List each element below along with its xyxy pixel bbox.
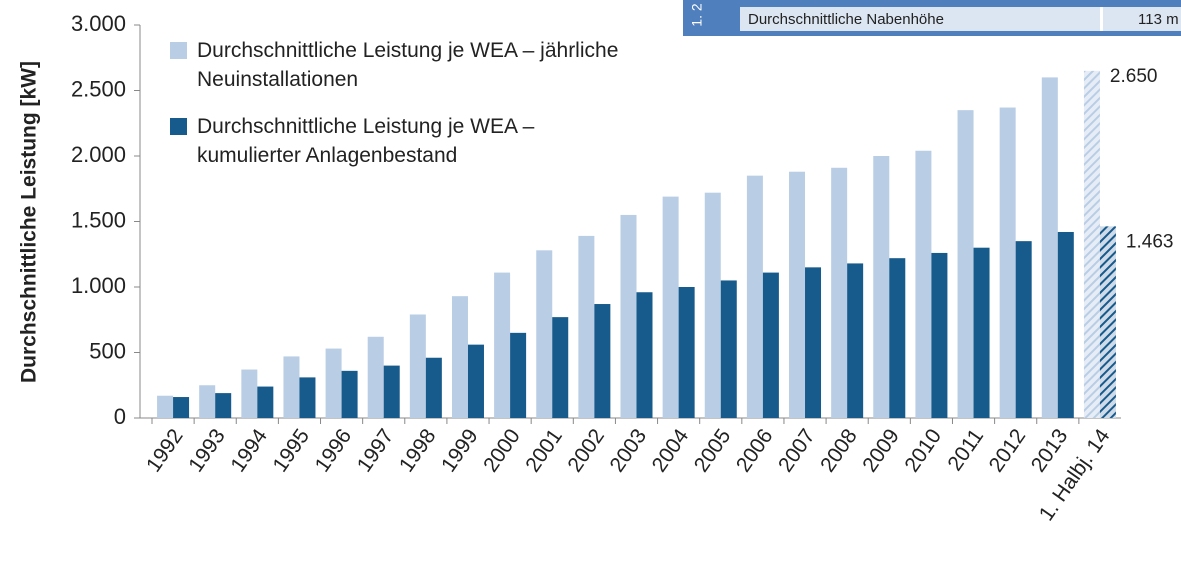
x-tick-label: 2005: [690, 425, 736, 476]
bar: [805, 267, 822, 418]
overlay-table: 1. 2 Durchschnittliche Nabenhöhe 113 m: [683, 0, 1181, 36]
x-tick-label: 2003: [606, 425, 652, 476]
y-tick-label: 1.000: [71, 273, 126, 298]
legend-swatch: [170, 42, 187, 59]
bar: [283, 356, 300, 418]
table-value: 113 m: [1138, 11, 1179, 28]
bar: [831, 167, 848, 418]
x-tick-label: 2004: [648, 425, 694, 477]
x-tick-label: 1992: [142, 425, 188, 476]
x-tick-label: 2010: [900, 425, 946, 476]
x-tick-label: 2002: [563, 425, 609, 476]
bar: [578, 235, 595, 418]
bar: [620, 214, 637, 418]
x-tick-label: 2001: [521, 425, 567, 476]
value-label: 2.650: [1110, 66, 1158, 87]
x-tick-label: 2000: [479, 425, 525, 476]
bar: [746, 175, 763, 418]
bar: [720, 280, 737, 418]
legend-item: Durchschnittliche Leistung je WEA – kumu…: [170, 112, 640, 170]
bar: [510, 332, 527, 418]
x-tick-label: 2012: [985, 425, 1031, 476]
bar: [636, 292, 653, 418]
bar: [536, 250, 553, 418]
x-tick-label: 1994: [226, 425, 272, 477]
bar: [1099, 226, 1116, 418]
bar: [1015, 241, 1032, 418]
y-tick-label: 3.000: [71, 11, 126, 36]
legend-swatch: [170, 118, 187, 135]
bar: [425, 357, 442, 418]
bar: [215, 393, 232, 418]
bar: [678, 287, 695, 418]
bar: [789, 171, 806, 418]
bar: [1041, 77, 1058, 419]
bar: [199, 385, 216, 418]
legend-label: Durchschnittliche Leistung je WEA – kumu…: [197, 115, 535, 167]
x-tick-label: 1993: [184, 425, 230, 476]
bar: [704, 192, 721, 418]
bar: [847, 263, 864, 418]
bar: [367, 336, 384, 418]
bar: [451, 296, 468, 418]
x-tick-label: 1995: [268, 425, 314, 476]
x-tick-label: 1997: [353, 425, 399, 476]
bar: [241, 369, 258, 418]
bar: [915, 150, 932, 418]
bar: [1083, 70, 1100, 418]
bar: [467, 344, 484, 418]
x-tick-label: 2007: [774, 425, 820, 476]
bar: [931, 252, 948, 418]
bar: [594, 304, 611, 418]
bar: [889, 258, 906, 418]
bar: [552, 317, 569, 418]
value-label: 1.463: [1126, 231, 1174, 252]
bar: [409, 314, 426, 418]
table-tab: 1. 2: [689, 3, 705, 27]
bar: [325, 348, 342, 418]
y-tick-label: 500: [89, 338, 126, 363]
y-tick-label: 1.500: [71, 207, 126, 232]
x-tick-label: 2009: [858, 425, 904, 476]
bar: [999, 107, 1016, 418]
table-label: Durchschnittliche Nabenhöhe: [748, 11, 944, 28]
x-tick-label: 2011: [943, 425, 988, 475]
x-tick-label: 2008: [816, 425, 862, 476]
y-tick-label: 2.500: [71, 76, 126, 101]
x-tick-label: 1999: [437, 425, 483, 476]
bar: [494, 272, 511, 418]
y-tick-label: 2.000: [71, 142, 126, 167]
bar: [662, 196, 679, 418]
bar: [762, 272, 779, 418]
y-tick-label: 0: [114, 404, 126, 429]
x-tick-label: 1996: [311, 425, 357, 476]
bar: [299, 377, 316, 418]
bar: [157, 395, 174, 418]
bar: [341, 370, 358, 418]
bar: [873, 156, 890, 418]
y-axis-title: Durchschnittliche Leistung [kW]: [18, 61, 41, 383]
bar: [173, 397, 190, 418]
bar: [1057, 231, 1074, 418]
x-tick-label: 1998: [395, 425, 441, 476]
bar: [973, 247, 990, 418]
bar: [383, 365, 400, 418]
legend-label: Durchschnittliche Leistung je WEA – jähr…: [197, 39, 619, 91]
legend-item: Durchschnittliche Leistung je WEA – jähr…: [170, 36, 640, 94]
bar: [257, 386, 274, 418]
x-tick-label: 2006: [732, 425, 778, 476]
bar: [957, 110, 974, 419]
